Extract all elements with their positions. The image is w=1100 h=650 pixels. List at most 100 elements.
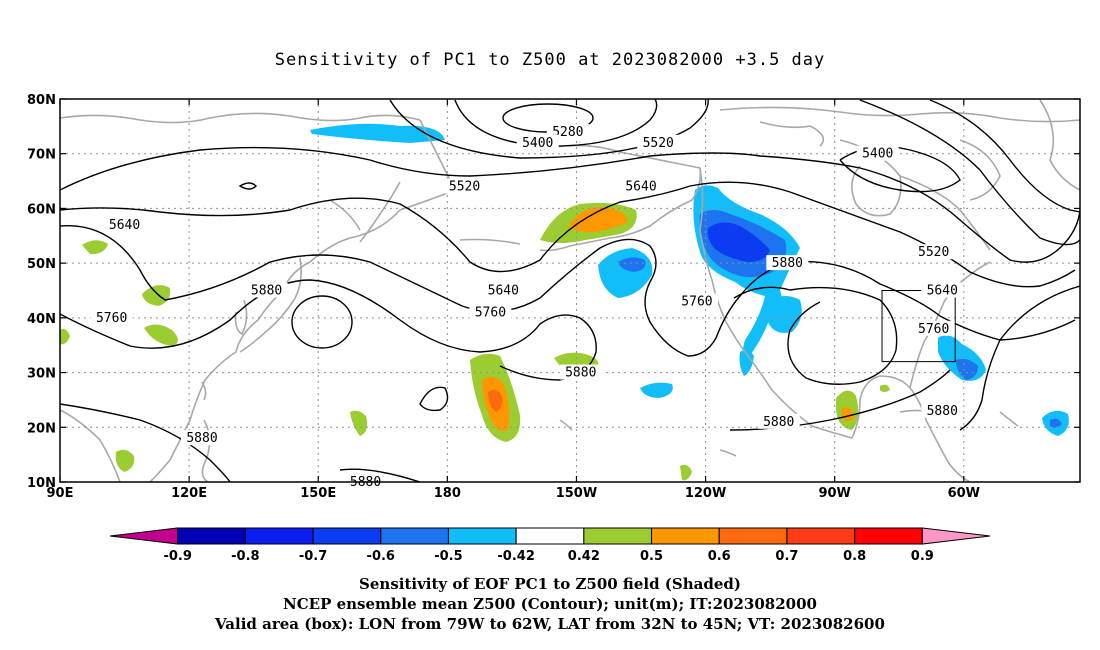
colorbar-swatch: [447, 527, 517, 545]
map-frame: [59, 98, 1081, 483]
x-tick-label: 60W: [948, 486, 980, 501]
coastline: [999, 411, 1019, 427]
contour-label: 5640: [927, 284, 958, 299]
contour-line: [291, 295, 353, 349]
y-tick-label: 60N: [27, 202, 56, 217]
x-tick-label: 120E: [171, 486, 207, 501]
shade-region: [880, 384, 890, 392]
colorbar-label: 0.7: [775, 549, 798, 564]
shade-region: [618, 257, 646, 272]
colorbar-label: 0.8: [843, 549, 866, 564]
colorbar-label: 0.5: [640, 549, 663, 564]
contour-label: 5400: [862, 147, 893, 162]
shade-region: [115, 449, 135, 472]
contour-line: [959, 285, 1080, 431]
contour-line: [60, 403, 231, 482]
contour-label-bg: [912, 320, 955, 336]
colorbar-swatch: [515, 527, 585, 545]
coastline: [909, 261, 991, 389]
contour-line: [419, 386, 449, 412]
contour-label: 5520: [918, 245, 949, 260]
shade-region: [488, 389, 503, 412]
coastline: [959, 139, 1001, 201]
x-axis: 90E 120E 150E 180 150W 120W 90W 60W: [47, 99, 980, 501]
colorbar-swatch: [109, 527, 179, 545]
shade-region: [680, 464, 692, 481]
y-tick-label: 10N: [27, 476, 56, 491]
colorbar-swatch: [312, 527, 382, 545]
coastline: [559, 419, 573, 431]
coastline: [329, 199, 361, 231]
contour-label: 5520: [449, 180, 480, 195]
coastline: [459, 238, 521, 245]
contour-label-bg: [620, 178, 663, 194]
contour-line: [733, 286, 898, 385]
x-tick-label: 90W: [818, 486, 850, 501]
shade-region: [310, 123, 445, 143]
contour-label: 5760: [475, 305, 506, 320]
shade-region: [842, 407, 854, 421]
contour-line-5880: [60, 279, 597, 381]
shade-region: [142, 285, 171, 306]
shading-layer: [60, 123, 1069, 481]
colorbar-swatch: [244, 527, 314, 545]
colorbar-swatch: [380, 527, 449, 545]
x-tick-label: 150W: [556, 486, 597, 501]
caption-line-shading: Sensitivity of EOF PC1 to Z500 field (Sh…: [359, 575, 741, 593]
contour-label-bg: [181, 430, 224, 446]
contour-line-5400: [454, 99, 658, 147]
colorbar-label: 0.42: [568, 549, 600, 564]
shade-region: [568, 207, 628, 233]
colorbar-swatch: [177, 527, 246, 545]
y-tick-label: 70N: [27, 148, 56, 163]
y-tick-label: 80N: [27, 93, 56, 108]
contour-label: 5280: [552, 125, 583, 140]
contour-label-bg: [912, 244, 955, 260]
contour-label-bg: [766, 255, 809, 271]
shade-region: [1050, 418, 1062, 428]
coastline: [201, 381, 207, 401]
caption-line-valid-area: Valid area (box): LON from 79W to 62W, L…: [215, 615, 885, 633]
colorbar-label: 0.6: [708, 549, 731, 564]
x-tick-label: 90E: [47, 486, 74, 501]
contour-label: 5880: [565, 366, 596, 381]
y-axis: 80N 70N 60N 50N 40N 30N 20N 10N: [27, 93, 1080, 491]
contour-label: 5640: [109, 218, 140, 233]
contour-label-bg: [482, 282, 525, 298]
shade-region: [739, 349, 754, 376]
shade-region: [60, 328, 70, 345]
contour-label: 5760: [918, 322, 949, 337]
coastline: [1039, 99, 1080, 191]
contour-label-bg: [559, 364, 602, 380]
contour-label: 5880: [927, 404, 958, 419]
colorbar-label: -0.42: [497, 549, 534, 564]
shade-region: [82, 240, 108, 255]
contour-label: 5640: [488, 284, 519, 299]
colorbar-label: -0.6: [367, 549, 395, 564]
coastline: [719, 449, 737, 457]
contour-label-bg: [921, 402, 964, 418]
contour-label-bg: [469, 304, 512, 320]
contour-line: [339, 468, 421, 482]
contour-label-bg: [921, 282, 964, 298]
colorbar-swatch: [583, 527, 653, 545]
contour-line: [389, 99, 709, 159]
caption-line-contour: NCEP ensemble mean Z500 (Contour); unit(…: [283, 595, 817, 613]
x-tick-label: 120W: [685, 486, 726, 501]
contour-line: [238, 182, 257, 190]
coastline: [60, 409, 121, 482]
caption-block: Sensitivity of EOF PC1 to Z500 field (Sh…: [0, 574, 1100, 634]
shade-region: [350, 410, 368, 436]
contour-line-5520: [60, 146, 1080, 263]
colorbar-swatch: [718, 527, 788, 545]
contour-label-bg: [637, 134, 680, 150]
coastline: [719, 106, 1080, 123]
y-tick-label: 20N: [27, 421, 56, 436]
map-title: Sensitivity of PC1 to Z500 at 2023082000…: [274, 50, 826, 70]
coastline: [759, 121, 825, 147]
colorbar-label: -0.9: [163, 549, 191, 564]
contour-label-bg: [757, 413, 800, 429]
colorbar-swatch: [854, 527, 923, 545]
coastline: [234, 299, 248, 336]
